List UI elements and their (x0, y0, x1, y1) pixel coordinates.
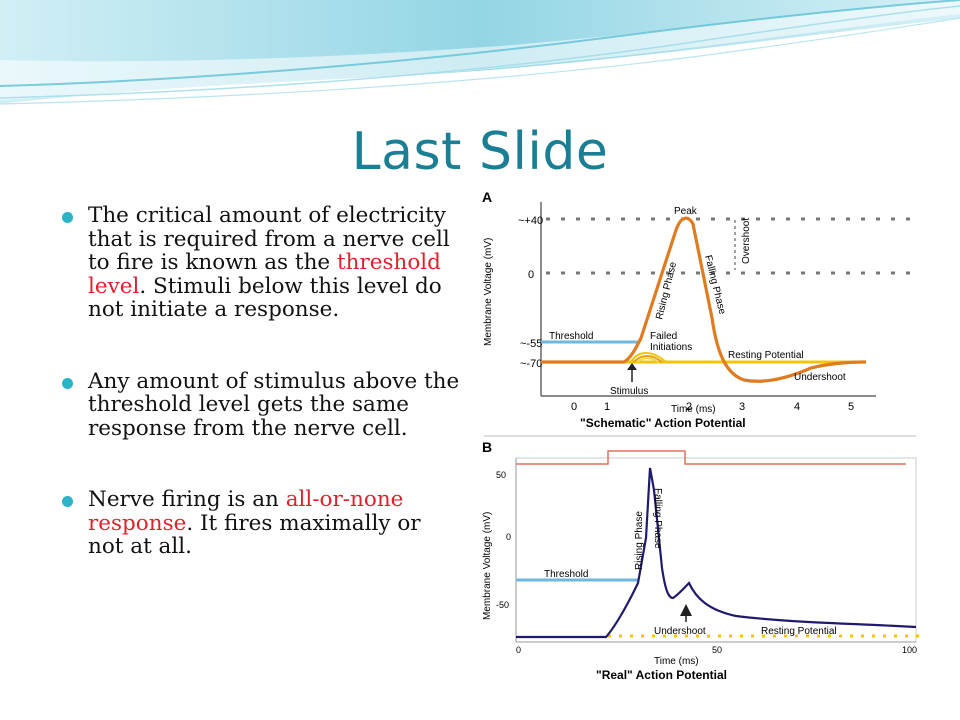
x-tick-label: 4 (794, 401, 800, 413)
resting-potential-label: Resting Potential (728, 350, 804, 361)
panel-a-label: A (482, 189, 492, 205)
bullet-dot-icon (62, 496, 73, 507)
x-tick-label: 2 (686, 401, 692, 413)
highlight-text: threshold level (88, 250, 441, 299)
falling-phase-label-b: Falling Phase (652, 488, 663, 549)
y-tick-label: 0 (528, 269, 534, 281)
action-potential-figure: A ~+40 0 ~-55 ~-70 Membrane Voltage (mV)… (476, 188, 928, 684)
undershoot-label-b: Undershoot (654, 626, 706, 637)
bullet-dot-icon (62, 377, 73, 389)
panel-b-y-axis-label: Membrane Voltage (mV) (482, 512, 493, 620)
y-tick-label: ~-70 (520, 358, 542, 370)
resting-potential-label-b: Resting Potential (761, 626, 837, 637)
y-tick-label: ~-55 (520, 338, 542, 350)
x-tick-label: 3 (739, 401, 745, 413)
panel-a-x-axis-label: Time (ms) (671, 404, 716, 415)
highlight-text: all-or-none response (88, 487, 404, 536)
undershoot-arrowhead-icon (680, 604, 692, 616)
peak-label: Peak (674, 206, 698, 217)
x-tick-label: 5 (848, 401, 854, 413)
undershoot-label: Undershoot (794, 372, 846, 383)
slide-title: Last Slide (351, 122, 609, 182)
stimulus-label: Stimulus (610, 386, 648, 397)
bullet-item: Any amount of stimulus above the thresho… (62, 368, 462, 441)
overshoot-label: Overshoot (741, 218, 752, 264)
panel-b-label: B (482, 439, 492, 455)
bullet-text-part: The critical amount of electricity that … (88, 203, 450, 275)
panel-b-x-axis-label: Time (ms) (654, 656, 699, 667)
panel-b-plot-frame (515, 457, 917, 643)
panel-a-caption: "Schematic" Action Potential (580, 416, 746, 430)
threshold-label-b: Threshold (544, 569, 588, 580)
x-tick-label: 1 (604, 401, 610, 413)
panel-a-y-axis-label: Membrane Voltage (mV) (483, 238, 494, 346)
bullet-text-part: Nerve firing is an (88, 487, 286, 512)
schematic-action-potential-trace (541, 216, 867, 383)
failed-initiation-curve (630, 352, 667, 363)
bullet-text-part: . Stimuli below this level do not initia… (88, 273, 442, 322)
initiations-label: Initiations (650, 342, 692, 353)
x-tick-label: 50 (712, 645, 722, 655)
stimulus-step-trace (516, 450, 906, 465)
bullet-dot-icon (62, 212, 73, 223)
x-tick-label: 0 (571, 401, 577, 413)
failed-initiation-curve (633, 355, 663, 363)
real-action-potential-trace (516, 467, 917, 639)
y-tick-label: -50 (496, 600, 509, 610)
bullet-list: The critical amount of electricity that … (62, 204, 462, 589)
failed-label: Failed (650, 331, 677, 342)
y-tick-label: 50 (496, 470, 506, 480)
bullet-text: Any amount of stimulus above the thresho… (88, 368, 462, 441)
bullet-item: Nerve firing is an all-or-none response.… (62, 488, 462, 559)
bullet-item: The critical amount of electricity that … (62, 204, 462, 322)
x-tick-label: 0 (516, 645, 521, 655)
header-wave-decoration (0, 0, 960, 105)
bullet-text: Nerve firing is an all-or-none response.… (88, 488, 462, 559)
y-tick-label: 0 (506, 532, 511, 542)
x-tick-label: 100 (902, 645, 917, 655)
rising-phase-label-b: Rising Phase (634, 511, 645, 570)
threshold-label: Threshold (549, 331, 593, 342)
stimulus-arrowhead-icon (627, 363, 637, 370)
panel-b-caption: "Real" Action Potential (596, 668, 727, 682)
bullet-text: The critical amount of electricity that … (88, 204, 462, 322)
action-potential-svg: A ~+40 0 ~-55 ~-70 Membrane Voltage (mV)… (482, 189, 924, 682)
bullet-text-part: . It fires maximally or not at all. (88, 510, 421, 559)
bullet-text-part: Any amount of stimulus above the thresho… (88, 368, 460, 441)
failed-initiation-curve (636, 357, 659, 363)
y-tick-label: ~+40 (518, 215, 543, 227)
